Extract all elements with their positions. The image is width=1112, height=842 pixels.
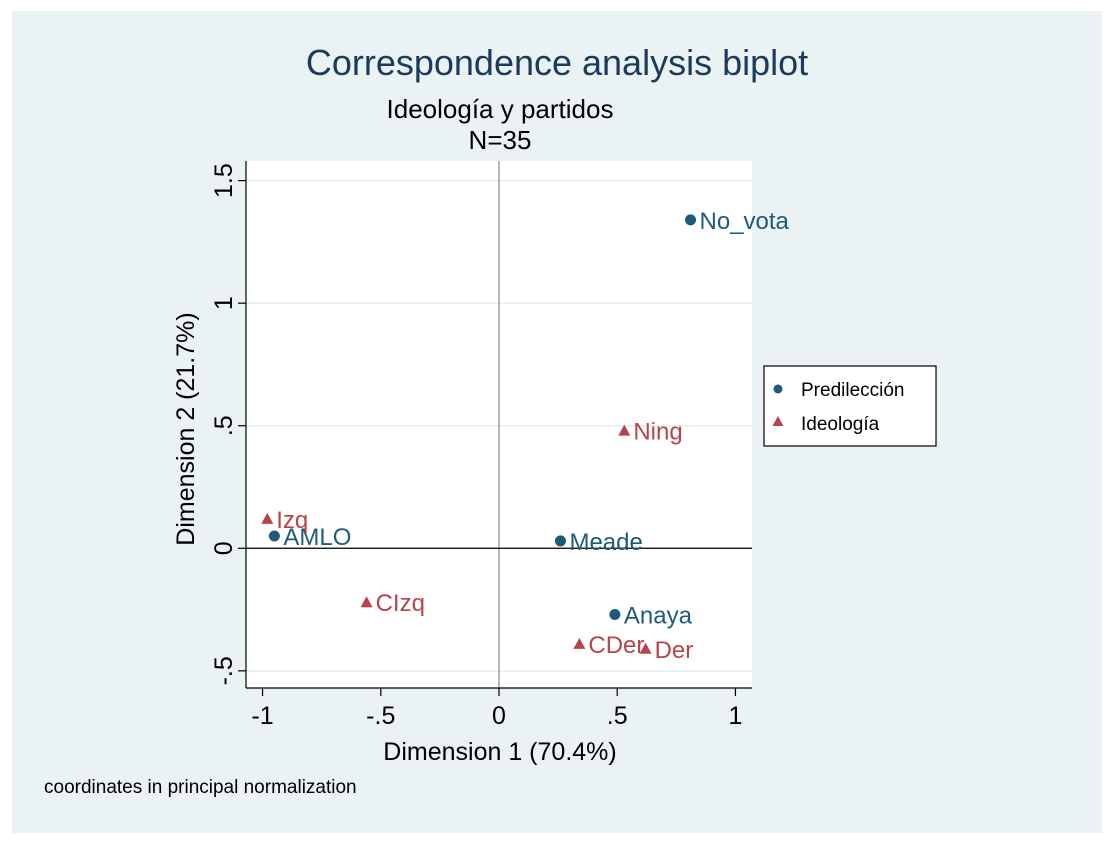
chart-svg: Correspondence analysis biplot Ideología… (44, 42, 937, 798)
x-tick-label: -.5 (366, 702, 395, 730)
chart-subtitle-n: N=35 (469, 125, 532, 155)
axis-ticks: -.5 0 .5 1 1.5 -1 -.5 0 .5 1 (210, 163, 742, 730)
point-marker-cizq (360, 596, 373, 608)
point-label-no_vota: No_vota (700, 208, 790, 235)
y-tick-label: 0 (210, 541, 238, 555)
point-label-meade: Meade (569, 529, 642, 556)
y-axis-title: Dimension 2 (21.7%) (172, 312, 200, 545)
y-tick-label: .5 (210, 415, 238, 436)
legend-box (763, 365, 937, 447)
chart-title: Correspondence analysis biplot (306, 42, 808, 83)
chart-note: coordinates in principal normalization (44, 777, 357, 798)
point-marker-izq (261, 512, 274, 524)
x-tick-label: .5 (607, 702, 628, 730)
y-tick-label: 1 (210, 296, 238, 310)
reference-lines (246, 161, 752, 688)
y-tick-label: 1.5 (210, 163, 238, 198)
point-marker-anaya (609, 608, 621, 620)
point-marker-meade (554, 535, 566, 547)
point-marker-ning (618, 424, 631, 436)
x-tick-label: 1 (728, 702, 742, 730)
legend-triangle-marker (772, 416, 784, 426)
point-marker-cder (573, 637, 586, 649)
point-label-ning: Ning (633, 419, 682, 446)
point-marker-amlo (268, 530, 280, 542)
point-label-izq: Izq (276, 507, 308, 534)
y-tick-label: -.5 (210, 656, 238, 685)
point-label-der: Der (655, 637, 694, 664)
point-label-cder: CDer (588, 632, 644, 659)
chart-background: Correspondence analysis biplot Ideología… (12, 11, 1102, 833)
legend-label-predileccion: Predilección (801, 380, 905, 401)
point-marker-no_vota (685, 214, 697, 226)
x-axis-title: Dimension 1 (70.4%) (383, 738, 616, 766)
data-points: No_vota AMLO Meade Anaya Ning Izq CIzq CDer Der (261, 208, 790, 664)
point-label-anaya: Anaya (624, 602, 693, 629)
legend-label-ideologia: Ideología (801, 414, 880, 435)
x-tick-label: 0 (492, 702, 506, 730)
x-tick-label: -1 (251, 702, 273, 730)
legend-circle-marker (773, 384, 783, 394)
chart-subtitle: Ideología y partidos (387, 94, 614, 124)
point-marker-der (639, 642, 652, 654)
point-label-amlo: AMLO (283, 524, 351, 551)
legend: Predilección Ideología (763, 365, 937, 447)
point-label-cizq: CIzq (376, 590, 425, 617)
